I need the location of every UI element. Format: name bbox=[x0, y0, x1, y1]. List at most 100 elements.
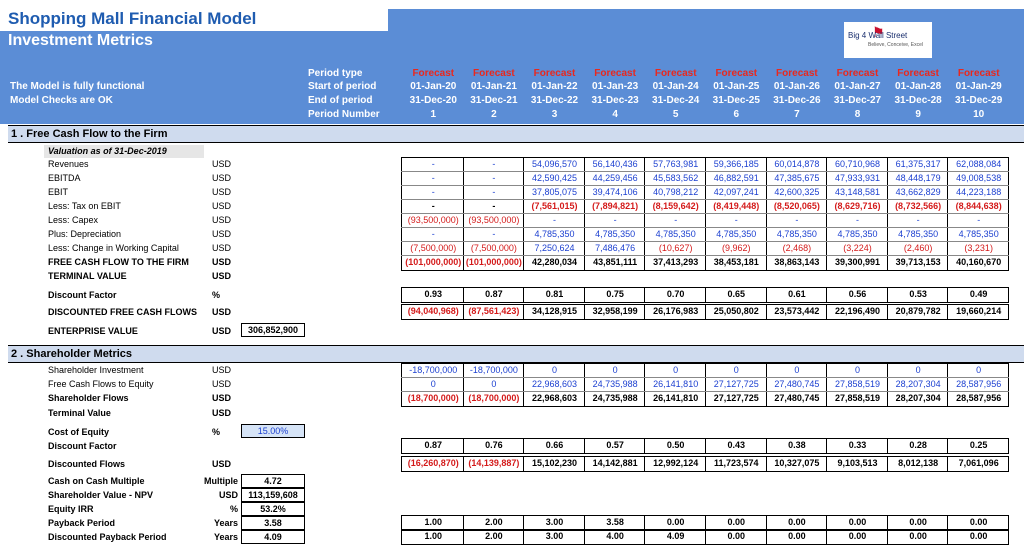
fcff-row-5-cell-9[interactable]: - bbox=[916, 215, 920, 225]
sh-discount-cell-4[interactable]: 0.57 bbox=[606, 440, 624, 450]
fcff-row-4-cell-5[interactable]: (8,159,642) bbox=[652, 201, 699, 211]
fcff-row-1-cell-5[interactable]: 57,763,981 bbox=[653, 159, 699, 169]
discount-factor-cell-8[interactable]: 0.56 bbox=[848, 289, 867, 299]
payback-cell-5[interactable]: 0.00 bbox=[666, 517, 685, 527]
payback-cell-8[interactable]: 0.00 bbox=[848, 517, 867, 527]
metric-value-1[interactable]: 4.72 bbox=[241, 474, 305, 488]
dfcf-cell-5[interactable]: 26,176,983 bbox=[653, 306, 699, 316]
fcff-row-8-cell-7[interactable]: 38,863,143 bbox=[774, 257, 820, 267]
sh-discount-cell-10[interactable]: 0.25 bbox=[969, 440, 988, 450]
discounted-flows-cell-9[interactable]: 8,012,138 bbox=[898, 458, 939, 468]
dfcf-cell-1[interactable]: (94,040,968) bbox=[407, 306, 459, 316]
shareholder-row-1-cell-4[interactable]: 0 bbox=[612, 365, 618, 375]
dpayback-cell-9[interactable]: 0.00 bbox=[909, 531, 927, 541]
fcff-row-1-cell-8[interactable]: 60,710,968 bbox=[834, 159, 880, 169]
metric-value-4[interactable]: 3.58 bbox=[241, 516, 305, 530]
fcff-row-7-cell-5[interactable]: (10,627) bbox=[658, 243, 693, 253]
metric-value-2[interactable]: 113,159,608 bbox=[241, 488, 305, 502]
cost-of-equity-input[interactable]: 15.00% bbox=[241, 424, 305, 438]
fcff-row-1-cell-1[interactable]: - bbox=[431, 159, 435, 169]
shareholder-row-3-cell-7[interactable]: 27,480,745 bbox=[774, 393, 820, 403]
shareholder-row-2-cell-3[interactable]: 22,968,603 bbox=[531, 379, 577, 389]
fcff-row-6-cell-3[interactable]: 4,785,350 bbox=[534, 229, 575, 239]
shareholder-row-3-cell-2[interactable]: (18,700,000) bbox=[468, 393, 520, 403]
metric-value-3[interactable]: 53.2% bbox=[241, 502, 305, 516]
payback-cell-6[interactable]: 0.00 bbox=[727, 517, 746, 527]
fcff-row-4-cell-3[interactable]: (7,561,015) bbox=[531, 201, 578, 211]
shareholder-row-3-cell-6[interactable]: 27,127,725 bbox=[713, 393, 759, 403]
fcff-row-1-cell-9[interactable]: 61,375,317 bbox=[895, 159, 941, 169]
fcff-row-2-cell-4[interactable]: 44,259,456 bbox=[592, 173, 638, 183]
dfcf-cell-9[interactable]: 20,879,782 bbox=[895, 306, 941, 316]
fcff-row-3-cell-4[interactable]: 39,474,106 bbox=[592, 187, 638, 197]
shareholder-row-3-cell-3[interactable]: 22,968,603 bbox=[531, 393, 577, 403]
discounted-flows-cell-5[interactable]: 12,992,124 bbox=[653, 458, 699, 468]
fcff-row-1-cell-6[interactable]: 59,366,185 bbox=[713, 159, 759, 169]
shareholder-row-2-cell-5[interactable]: 26,141,810 bbox=[653, 379, 699, 389]
fcff-row-4-cell-2[interactable]: - bbox=[492, 201, 496, 211]
payback-cell-1[interactable]: 1.00 bbox=[424, 517, 443, 527]
fcff-row-2-cell-3[interactable]: 42,590,425 bbox=[531, 173, 577, 183]
discount-factor-cell-7[interactable]: 0.61 bbox=[788, 289, 806, 299]
shareholder-row-1-cell-7[interactable]: 0 bbox=[794, 365, 800, 375]
fcff-row-3-cell-6[interactable]: 42,097,241 bbox=[713, 187, 759, 197]
discount-factor-cell-2[interactable]: 0.87 bbox=[485, 289, 503, 299]
dpayback-cell-6[interactable]: 0.00 bbox=[727, 531, 746, 541]
fcff-row-3-cell-8[interactable]: 43,148,581 bbox=[834, 187, 880, 197]
fcff-row-6-cell-2[interactable]: - bbox=[492, 229, 496, 239]
fcff-row-5-cell-1[interactable]: (93,500,000) bbox=[407, 215, 459, 225]
fcff-row-5-cell-7[interactable]: - bbox=[795, 215, 799, 225]
dfcf-cell-4[interactable]: 32,958,199 bbox=[592, 306, 638, 316]
shareholder-row-2-cell-7[interactable]: 27,480,745 bbox=[774, 379, 820, 389]
fcff-row-4-cell-8[interactable]: (8,629,716) bbox=[834, 201, 881, 211]
fcff-row-7-cell-10[interactable]: (3,231) bbox=[964, 243, 993, 253]
discounted-flows-cell-4[interactable]: 14,142,881 bbox=[592, 458, 638, 468]
fcff-row-5-cell-4[interactable]: - bbox=[613, 215, 617, 225]
fcff-row-5-cell-5[interactable]: - bbox=[674, 215, 678, 225]
fcff-row-3-cell-9[interactable]: 43,662,829 bbox=[895, 187, 941, 197]
sh-discount-cell-7[interactable]: 0.38 bbox=[788, 440, 806, 450]
payback-cell-10[interactable]: 0.00 bbox=[969, 517, 988, 527]
discount-factor-cell-10[interactable]: 0.49 bbox=[969, 289, 988, 299]
dpayback-cell-10[interactable]: 0.00 bbox=[969, 531, 988, 541]
fcff-row-4-cell-6[interactable]: (8,419,448) bbox=[713, 201, 760, 211]
fcff-row-7-cell-9[interactable]: (2,460) bbox=[903, 243, 933, 253]
shareholder-row-1-cell-10[interactable]: 0 bbox=[976, 365, 982, 375]
shareholder-row-3-cell-10[interactable]: 28,587,956 bbox=[956, 393, 1002, 403]
discounted-flows-cell-2[interactable]: (14,139,887) bbox=[468, 458, 520, 468]
shareholder-row-1-cell-2[interactable]: -18,700,000 bbox=[469, 365, 518, 375]
fcff-row-2-cell-9[interactable]: 48,448,179 bbox=[895, 173, 941, 183]
sh-discount-cell-2[interactable]: 0.76 bbox=[485, 440, 503, 450]
fcff-row-7-cell-2[interactable]: (7,500,000) bbox=[470, 243, 517, 253]
sh-discount-cell-9[interactable]: 0.28 bbox=[909, 440, 927, 450]
fcff-row-3-cell-7[interactable]: 42,600,325 bbox=[774, 187, 820, 197]
dpayback-cell-7[interactable]: 0.00 bbox=[788, 531, 806, 541]
dfcf-cell-7[interactable]: 23,573,442 bbox=[774, 306, 820, 316]
fcff-row-6-cell-8[interactable]: 4,785,350 bbox=[837, 229, 878, 239]
fcff-row-5-cell-8[interactable]: - bbox=[855, 215, 859, 225]
fcff-row-2-cell-8[interactable]: 47,933,931 bbox=[834, 173, 880, 183]
fcff-row-5-cell-6[interactable]: - bbox=[734, 215, 738, 225]
metric-value-5[interactable]: 4.09 bbox=[241, 530, 305, 544]
dfcf-cell-3[interactable]: 34,128,915 bbox=[531, 306, 577, 316]
shareholder-row-1-cell-5[interactable]: 0 bbox=[673, 365, 679, 375]
fcff-row-3-cell-5[interactable]: 40,798,212 bbox=[653, 187, 699, 197]
shareholder-row-3-cell-1[interactable]: (18,700,000) bbox=[407, 393, 459, 403]
discount-factor-cell-5[interactable]: 0.70 bbox=[666, 289, 685, 299]
shareholder-row-1-cell-9[interactable]: 0 bbox=[915, 365, 921, 375]
fcff-row-5-cell-3[interactable]: - bbox=[552, 215, 556, 225]
fcff-row-2-cell-1[interactable]: - bbox=[431, 173, 435, 183]
fcff-row-8-cell-1[interactable]: (101,000,000) bbox=[405, 257, 462, 267]
shareholder-row-2-cell-9[interactable]: 28,207,304 bbox=[895, 379, 941, 389]
discount-factor-cell-6[interactable]: 0.65 bbox=[727, 289, 746, 299]
fcff-row-1-cell-2[interactable]: - bbox=[492, 159, 496, 169]
shareholder-row-3-cell-9[interactable]: 28,207,304 bbox=[895, 393, 941, 403]
fcff-row-1-cell-4[interactable]: 56,140,436 bbox=[592, 159, 638, 169]
discount-factor-cell-3[interactable]: 0.81 bbox=[545, 289, 564, 299]
fcff-row-3-cell-1[interactable]: - bbox=[431, 187, 435, 197]
fcff-row-7-cell-4[interactable]: 7,486,476 bbox=[595, 243, 636, 253]
fcff-row-6-cell-10[interactable]: 4,785,350 bbox=[958, 229, 999, 239]
fcff-row-8-cell-5[interactable]: 37,413,293 bbox=[653, 257, 699, 267]
shareholder-row-1-cell-6[interactable]: 0 bbox=[733, 365, 739, 375]
payback-cell-4[interactable]: 3.58 bbox=[606, 517, 624, 527]
